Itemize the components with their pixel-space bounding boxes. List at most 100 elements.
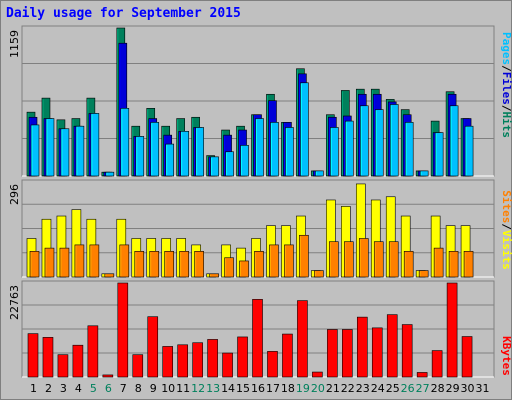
sites-bar-18 (284, 244, 294, 278)
pages-bar-30 (464, 125, 474, 177)
pages-bar-18 (285, 127, 294, 177)
sites-bar-28 (433, 247, 444, 278)
sites-bar-2 (44, 247, 55, 278)
chart-title: Daily usage for September 2015 (6, 6, 241, 21)
pages-bar-5 (90, 113, 100, 177)
x-tick-17: 17 (266, 382, 280, 395)
pages-bar-23 (359, 105, 369, 177)
x-tick-7: 7 (120, 382, 127, 395)
pages-bar-21 (330, 127, 339, 177)
legend-middle: Sites/Visits (500, 190, 512, 270)
x-tick-4: 4 (75, 382, 82, 395)
kbytes-bar-19 (297, 300, 308, 378)
sites-bar-8 (134, 251, 145, 278)
x-tick-22: 22 (341, 382, 355, 395)
sites-bar-11 (179, 251, 189, 278)
kbytes-bar-24 (371, 327, 383, 378)
sites-bar-20 (314, 270, 324, 278)
sites-bar-9 (149, 251, 160, 278)
ymax-label-middle: 296 (8, 184, 21, 205)
kbytes-bar-26 (401, 324, 413, 378)
x-tick-3: 3 (60, 382, 67, 395)
x-tick-26: 26 (401, 382, 415, 395)
legend-middle-sites: Sites (500, 190, 512, 223)
x-tick-9: 9 (150, 382, 157, 395)
pages-bar-7 (120, 108, 130, 177)
x-tick-25: 25 (386, 382, 400, 395)
kbytes-bar-29 (446, 282, 458, 378)
kbytes-bar-20 (312, 371, 323, 378)
x-tick-1: 1 (30, 382, 37, 395)
sites-bar-29 (448, 251, 459, 278)
pages-bar-17 (270, 122, 279, 177)
pages-bar-26 (404, 122, 414, 177)
pages-bar-1 (30, 124, 40, 177)
kbytes-bar-12 (192, 342, 203, 378)
sites-bar-16 (254, 251, 264, 278)
x-tick-12: 12 (191, 382, 205, 395)
pages-bar-8 (135, 136, 145, 177)
legend-bottom: KBytes (500, 336, 512, 376)
x-tick-8: 8 (135, 382, 142, 395)
sites-bar-4 (74, 244, 85, 278)
pages-bar-3 (60, 128, 70, 177)
sites-bar-27 (418, 270, 429, 278)
pages-bar-11 (180, 131, 189, 177)
sites-bar-5 (89, 244, 100, 278)
kbytes-bar-2 (42, 337, 54, 378)
legend-top-hits: Hits (500, 112, 512, 139)
kbytes-bar-5 (87, 325, 99, 378)
pages-bar-13 (210, 156, 219, 177)
sites-bar-10 (164, 251, 175, 278)
kbytes-bar-1 (27, 333, 39, 378)
sites-bar-15 (239, 260, 249, 278)
legend-middle-visits: Visits (500, 230, 512, 270)
pages-bar-24 (374, 109, 384, 177)
sites-bar-19 (299, 234, 309, 278)
kbytes-bar-10 (162, 346, 174, 378)
legend-bottom-kbytes: KBytes (500, 336, 512, 376)
x-tick-14: 14 (221, 382, 235, 395)
kbytes-bar-25 (386, 314, 398, 378)
kbytes-bar-4 (72, 344, 84, 378)
kbytes-bar-17 (267, 351, 278, 378)
sites-bar-14 (224, 257, 234, 278)
pages-bar-12 (195, 127, 204, 177)
legend-top-pages: Pages (500, 32, 512, 65)
kbytes-bar-11 (177, 344, 188, 378)
kbytes-bar-9 (147, 316, 159, 378)
pages-bar-25 (389, 104, 399, 177)
ymax-label-bottom: 22763 (8, 285, 21, 320)
pages-bar-27 (419, 170, 429, 177)
kbytes-bar-15 (237, 336, 248, 378)
sites-bar-1 (29, 251, 40, 278)
ymax-label-top: 1159 (8, 30, 21, 58)
sites-bar-7 (119, 244, 130, 278)
kbytes-bar-3 (57, 354, 69, 378)
x-tick-5: 5 (90, 382, 97, 395)
x-tick-31: 31 (476, 382, 490, 395)
sites-bar-30 (463, 251, 474, 278)
x-tick-15: 15 (236, 382, 250, 395)
pages-bar-6 (105, 171, 115, 177)
legend-top-files: Files (500, 72, 512, 105)
sites-bar-12 (194, 251, 204, 278)
pages-bar-20 (315, 170, 324, 177)
sites-bar-6 (104, 273, 115, 278)
kbytes-bar-23 (356, 316, 368, 378)
pages-bar-14 (225, 151, 234, 177)
kbytes-bar-28 (431, 350, 443, 378)
x-tick-27: 27 (416, 382, 430, 395)
pages-bar-19 (300, 82, 309, 177)
x-tick-20: 20 (311, 382, 325, 395)
pages-bar-2 (45, 118, 55, 177)
kbytes-bar-30 (461, 336, 473, 378)
x-tick-18: 18 (281, 382, 295, 395)
pages-bar-15 (240, 145, 249, 177)
kbytes-bar-16 (252, 299, 263, 378)
sites-bar-26 (403, 251, 414, 278)
pages-bar-9 (150, 122, 160, 177)
sites-bar-25 (388, 241, 399, 278)
kbytes-bar-6 (102, 374, 114, 378)
x-tick-29: 29 (446, 382, 460, 395)
